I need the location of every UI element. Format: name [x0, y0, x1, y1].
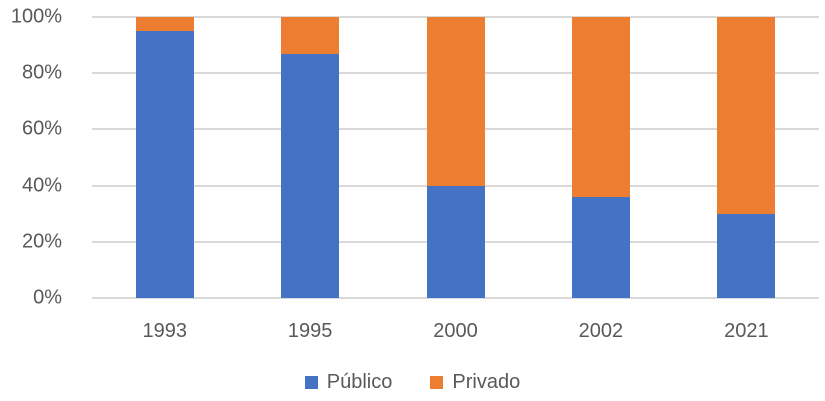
legend-label: Público — [326, 371, 393, 393]
x-tick-label: 2021 — [724, 320, 769, 342]
bar-segment-publico — [426, 185, 485, 298]
y-tick-label: 80% — [21, 61, 62, 84]
legend-item-público: Público — [304, 371, 393, 394]
y-tick-label: 40% — [21, 174, 62, 197]
bar-segment-privado — [426, 17, 485, 186]
bar-segment-privado — [571, 17, 630, 197]
bar-segment-privado — [281, 17, 340, 54]
x-tick-label: 1995 — [287, 320, 333, 342]
y-tick-label: 0% — [33, 286, 62, 309]
bar-segment-privado — [135, 17, 194, 32]
legend-swatch-icon — [304, 376, 318, 389]
bar-segment-publico — [135, 31, 194, 298]
bar-2021 — [717, 17, 776, 298]
gridline — [92, 297, 819, 299]
bar-segment-privado — [717, 17, 776, 214]
bar-segment-publico — [281, 53, 340, 298]
bar-1993 — [135, 17, 194, 298]
bar-2000 — [426, 17, 485, 298]
x-tick-label: 2002 — [578, 320, 624, 342]
bar-segment-publico — [571, 196, 630, 298]
bar-segment-publico — [717, 213, 776, 298]
legend: Público Privado — [0, 366, 825, 399]
x-axis: 1993 1995 2000 2002 2021 — [92, 299, 819, 343]
y-axis: 0% 20% 40% 60% 80% 100% — [0, 6, 62, 309]
x-tick-label: 1993 — [142, 320, 187, 342]
bar-1995 — [281, 17, 340, 298]
x-tick-label: 2000 — [433, 320, 478, 342]
bar-2002 — [571, 17, 630, 298]
y-tick-label: 100% — [10, 5, 62, 28]
legend-label: Privado — [452, 371, 521, 393]
y-tick-label: 20% — [21, 230, 62, 253]
legend-item-privado: Privado — [430, 371, 520, 394]
plot-area — [92, 16, 819, 299]
legend-swatch-icon — [430, 376, 444, 389]
y-tick-label: 60% — [21, 117, 62, 140]
